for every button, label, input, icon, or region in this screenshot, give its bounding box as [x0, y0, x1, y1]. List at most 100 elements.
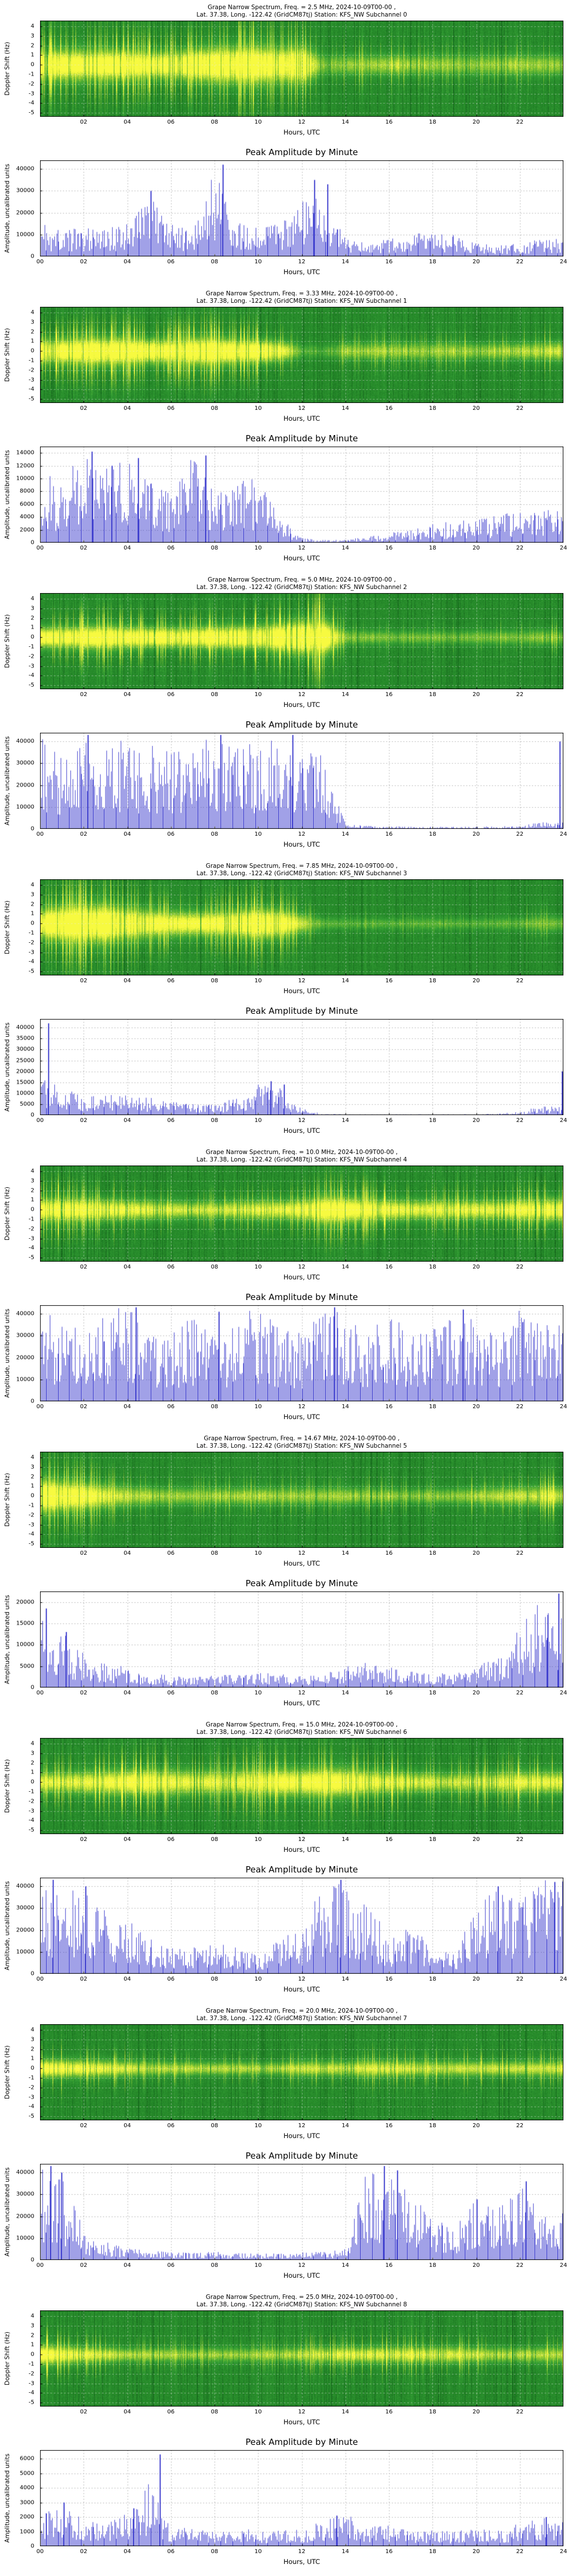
- tick-label: 04: [124, 405, 131, 412]
- tick-label: 40000: [16, 1310, 34, 1317]
- tick-label: 0: [30, 1779, 34, 1785]
- tick-label: -5: [29, 1540, 34, 1547]
- tick-label: 6000: [19, 501, 34, 508]
- tick-label: 10: [254, 1404, 262, 1410]
- tick-label: 02: [80, 259, 88, 265]
- spectrogram-title-line1: Grape Narrow Spectrum, Freq. = 14.67 MHz…: [204, 1435, 400, 1442]
- tick-label: 30000: [16, 1332, 34, 1339]
- amplitude-title: Peak Amplitude by Minute: [245, 1578, 358, 1589]
- tick-label: 22: [516, 2549, 524, 2555]
- tick-label: 08: [210, 1264, 219, 1270]
- tick-label: 0: [30, 2065, 34, 2072]
- tick-label: 02: [80, 2262, 88, 2269]
- tick-label: 10000: [16, 2235, 34, 2242]
- tick-label: 4: [30, 595, 34, 602]
- tick-label: 3: [30, 891, 34, 898]
- tick-label: -1: [29, 1502, 34, 1509]
- tick-label: -1: [29, 1216, 34, 1223]
- tick-label: 06: [167, 119, 175, 125]
- tick-label: 20: [472, 692, 480, 698]
- tick-label: 06: [167, 831, 175, 837]
- tick-label: 12: [298, 1264, 305, 1270]
- tick-label: 16: [385, 1264, 393, 1270]
- spectrogram-canvas: [40, 1165, 563, 1262]
- tick-label: 00: [36, 259, 44, 265]
- tick-label: 20000: [16, 1927, 34, 1934]
- tick-label: 2: [30, 2332, 34, 2339]
- tick-label: 00: [36, 1404, 44, 1410]
- tick-label: 18: [428, 1976, 436, 1982]
- tick-label: 06: [167, 405, 175, 412]
- tick-label: 02: [80, 1404, 88, 1410]
- tick-label: 22: [516, 1117, 524, 1124]
- tick-label: 06: [167, 1264, 175, 1270]
- tick-label: 06: [167, 1976, 175, 1982]
- tick-label: 0: [30, 253, 34, 260]
- tick-label: 40000: [16, 1883, 34, 1890]
- tick-label: 2000: [19, 527, 34, 534]
- tick-label: 10: [254, 119, 262, 125]
- spectrogram-figure: Grape Narrow Spectrum, Freq. = 14.67 MHz…: [0, 1431, 572, 1574]
- tick-label: 20: [472, 2123, 480, 2129]
- tick-label: 14: [341, 1836, 349, 1843]
- tick-label: -3: [29, 90, 34, 97]
- tick-label: 12: [298, 545, 305, 551]
- spectrogram-x-tick-labels: 02 04 06 08 10 12 14 16 18 20 22: [40, 2123, 563, 2131]
- tick-label: 16: [385, 831, 393, 837]
- tick-label: 04: [124, 545, 131, 551]
- tick-label: -3: [29, 2380, 34, 2387]
- tick-label: 14: [341, 692, 349, 698]
- spectrogram-title-line1: Grape Narrow Spectrum, Freq. = 7.85 MHz,…: [205, 863, 398, 870]
- tick-label: 18: [428, 978, 436, 984]
- tick-label: 10: [254, 405, 262, 412]
- spectrogram-plot-area: [40, 879, 563, 975]
- amplitude-x-axis-label: Hours, UTC: [283, 1127, 320, 1135]
- tick-label: 0: [30, 2543, 34, 2550]
- amplitude-figure: Peak Amplitude by Minute Amplitude, unca…: [0, 143, 572, 286]
- tick-label: 24: [559, 545, 567, 551]
- tick-label: 14000: [16, 449, 34, 456]
- tick-label: 15000: [16, 1620, 34, 1627]
- tick-label: 02: [80, 2409, 88, 2415]
- tick-label: 12: [298, 978, 305, 984]
- amplitude-bar-canvas: [40, 1878, 563, 1974]
- tick-label: 00: [36, 1117, 44, 1124]
- tick-label: 04: [124, 1117, 131, 1124]
- tick-label: 18: [428, 1690, 436, 1696]
- tick-label: 10: [254, 259, 262, 265]
- spectrogram-figure: Grape Narrow Spectrum, Freq. = 10.0 MHz,…: [0, 1145, 572, 1288]
- tick-label: 14: [341, 831, 349, 837]
- tick-label: 0: [30, 1398, 34, 1405]
- tick-label: 02: [80, 692, 88, 698]
- tick-label: 16: [385, 405, 393, 412]
- tick-label: 3: [30, 319, 34, 326]
- tick-label: 22: [516, 259, 524, 265]
- tick-label: 20: [472, 831, 480, 837]
- amplitude-x-axis-label: Hours, UTC: [283, 2271, 320, 2279]
- tick-label: 40000: [16, 165, 34, 172]
- amplitude-figure: Peak Amplitude by Minute Amplitude, unca…: [0, 2433, 572, 2576]
- tick-label: 08: [210, 1976, 219, 1982]
- tick-label: -5: [29, 968, 34, 975]
- tick-label: -2: [29, 1226, 34, 1232]
- spectrogram-y-tick-labels: 4 3 2 1 0 -1 -2 -3 -4 -5: [0, 2024, 37, 2120]
- spectrogram-x-tick-labels: 02 04 06 08 10 12 14 16 18 20 22: [40, 1264, 563, 1272]
- tick-label: -1: [29, 643, 34, 650]
- tick-label: 22: [516, 1976, 524, 1982]
- amplitude-bar-canvas: [40, 2164, 563, 2260]
- tick-label: 16: [385, 2123, 393, 2129]
- tick-label: 10: [254, 1264, 262, 1270]
- tick-label: -4: [29, 2103, 34, 2110]
- spectrogram-title-line1: Grape Narrow Spectrum, Freq. = 10.0 MHz,…: [205, 1149, 398, 1156]
- tick-label: 1: [30, 1483, 34, 1490]
- spectrogram-x-axis-label: Hours, UTC: [283, 1273, 320, 1281]
- amplitude-plot-area: [40, 1019, 563, 1115]
- tick-label: 22: [516, 1836, 524, 1843]
- tick-label: 02: [80, 1264, 88, 1270]
- spectrogram-y-tick-labels: 4 3 2 1 0 -1 -2 -3 -4 -5: [0, 21, 37, 117]
- amplitude-x-axis-label: Hours, UTC: [283, 268, 320, 276]
- amplitude-x-tick-labels: 00 02 04 06 08 10 12 14 16 18 20 22 24: [36, 259, 567, 267]
- tick-label: 10: [254, 1550, 262, 1556]
- tick-label: 06: [167, 1117, 175, 1124]
